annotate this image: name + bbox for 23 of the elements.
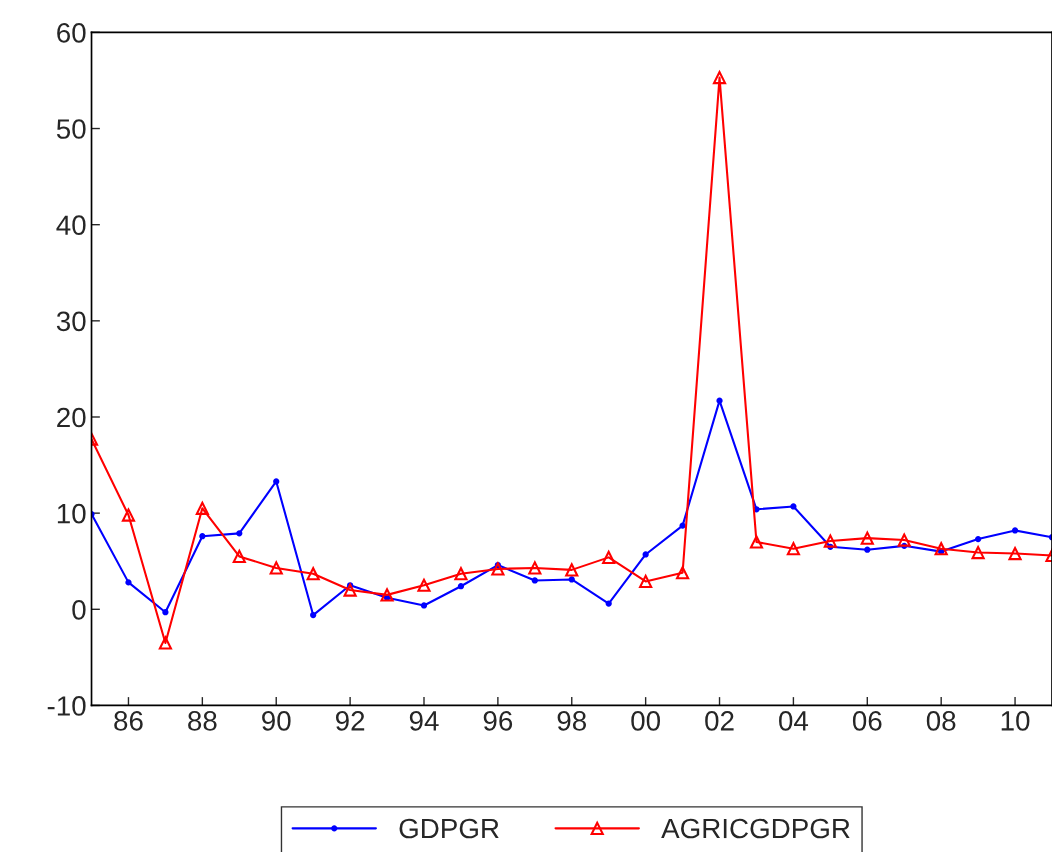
x-tick-label: 08 <box>926 711 956 731</box>
x-tick-label: 92 <box>335 711 365 731</box>
y-tick-label: 60 <box>57 23 86 43</box>
y-tick-label: 10 <box>57 503 86 524</box>
x-tick-label: 02 <box>705 711 734 731</box>
y-tick-label: -10 <box>47 696 86 716</box>
x-tick-label: 86 <box>114 711 143 731</box>
x-tick-label: 10 <box>1001 711 1030 731</box>
y-tick-label: 50 <box>56 119 86 139</box>
x-tick-label: 94 <box>409 711 439 731</box>
x-tick-label: 90 <box>262 711 291 731</box>
legend-label: AGRICGDPGR <box>661 818 850 839</box>
x-tick-label: 96 <box>483 711 513 731</box>
x-tick-label: 06 <box>852 711 882 731</box>
legend-label: GDPGR <box>399 818 499 839</box>
x-tick-label: 98 <box>557 711 586 731</box>
x-tick-label: 00 <box>631 711 661 731</box>
y-tick-label: 40 <box>56 215 86 236</box>
y-tick-label: 20 <box>57 407 86 428</box>
y-tick-label: 0 <box>72 599 86 620</box>
y-tick-label: 30 <box>56 311 86 332</box>
x-tick-label: 88 <box>188 711 217 731</box>
x-tick-label: 04 <box>779 711 809 731</box>
